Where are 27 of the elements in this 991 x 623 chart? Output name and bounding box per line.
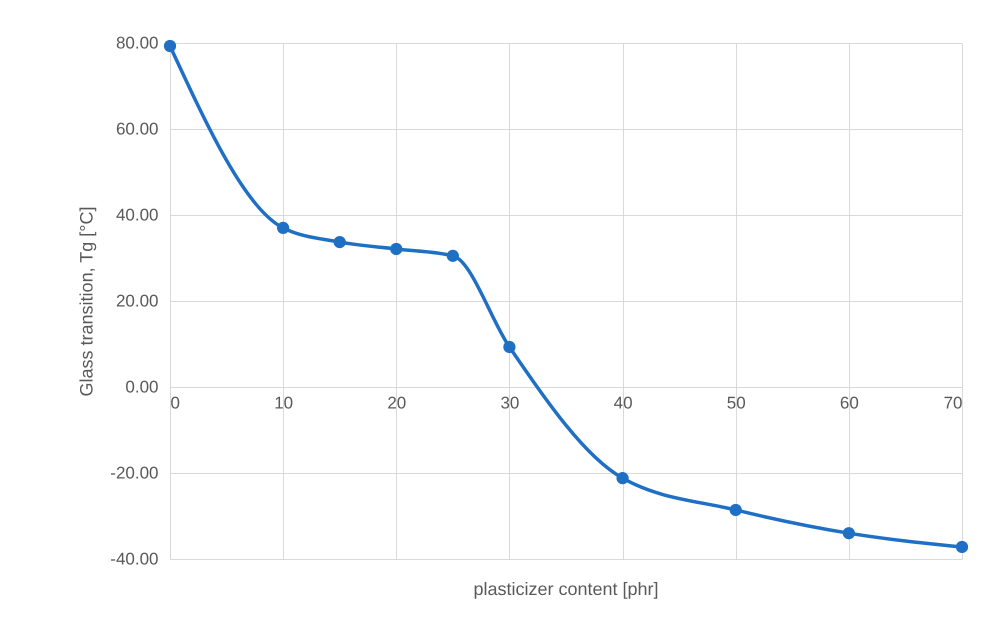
point xyxy=(730,504,742,516)
y-tick-label: 80.00 xyxy=(116,34,158,52)
y-axis-title: Glass transition, Tg [°C] xyxy=(76,206,96,396)
x-tick-label: 50 xyxy=(726,394,746,412)
y-tick-label: -40.00 xyxy=(110,550,158,568)
point xyxy=(956,540,968,554)
x-tick-label: 30 xyxy=(500,394,520,412)
point xyxy=(277,222,290,234)
x-tick-label: 70 xyxy=(944,394,962,412)
y-tick-label: 40.00 xyxy=(116,206,158,224)
y-tick-label: 60.00 xyxy=(116,120,158,138)
x-tick-label: 10 xyxy=(274,394,294,412)
x-tick-label: 60 xyxy=(840,394,859,412)
x-tick-label: 40 xyxy=(614,394,633,412)
y-tick-label: 20.00 xyxy=(116,292,158,310)
point xyxy=(842,527,855,540)
point xyxy=(164,40,176,52)
point xyxy=(334,236,346,248)
x-tick-label: 20 xyxy=(387,394,406,412)
x-tick-label: 0 xyxy=(170,394,180,412)
point xyxy=(390,242,402,256)
point xyxy=(616,472,629,484)
y-tick-label: -20.00 xyxy=(110,464,158,482)
point xyxy=(446,250,459,262)
y-tick-label: 0.00 xyxy=(125,378,158,396)
point xyxy=(503,340,516,354)
x-axis-title: plasticizer content [phr] xyxy=(473,579,659,599)
